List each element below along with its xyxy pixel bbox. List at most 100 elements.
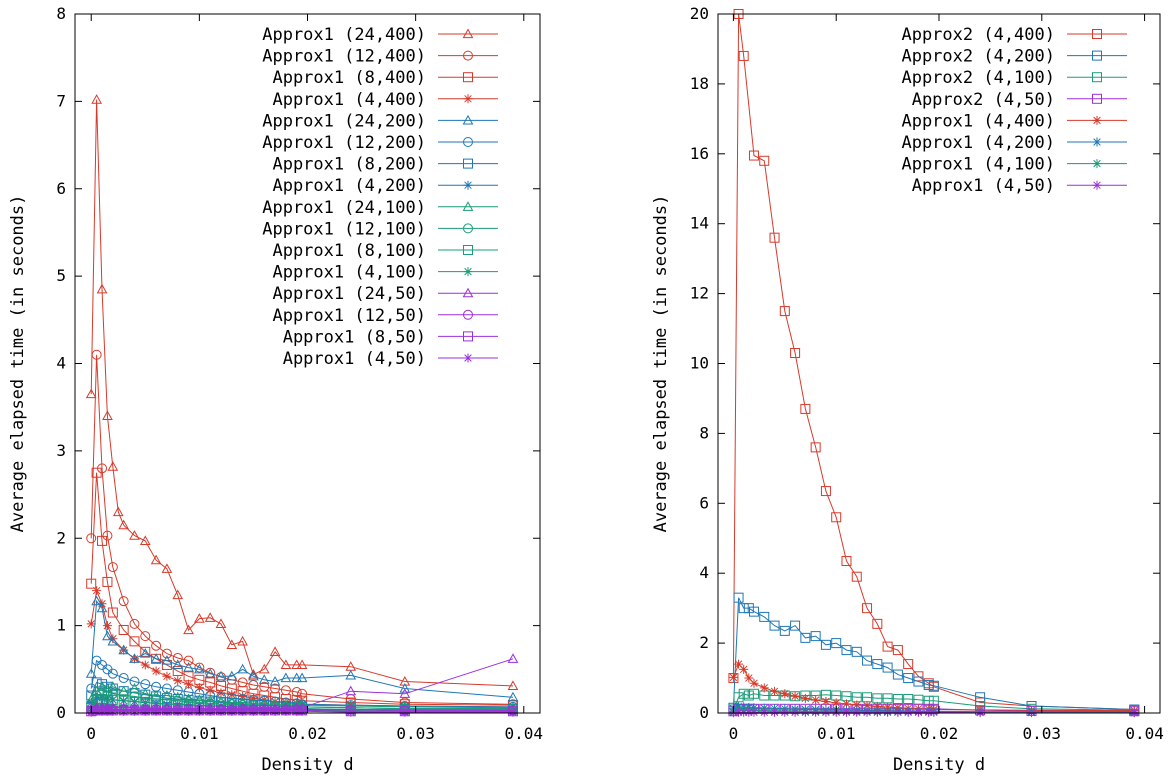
data-point — [744, 673, 754, 683]
data-point — [139, 688, 151, 698]
legend-label: Approx2 (4,100) — [901, 68, 1055, 88]
data-point — [820, 486, 831, 497]
data-point — [738, 50, 749, 61]
data-point — [129, 706, 139, 716]
data-point — [280, 659, 292, 670]
y-axis-label: Average elapsed time (in seconds) — [8, 195, 28, 533]
series-2 — [86, 467, 518, 711]
legend-item: Approx2 (4,50) — [912, 90, 1127, 110]
data-point — [296, 672, 308, 683]
data-point — [118, 644, 130, 655]
legend-marker — [1092, 180, 1102, 190]
series-group — [85, 94, 519, 717]
legend-item: Approx1 (8,50) — [283, 327, 498, 347]
data-point — [204, 612, 216, 622]
legend-label: Approx1 (24,200) — [262, 111, 426, 131]
legend-item: Approx1 (12,50) — [272, 306, 498, 326]
data-point — [800, 403, 811, 414]
data-point — [129, 653, 140, 663]
data-point — [91, 349, 102, 360]
data-point — [112, 506, 124, 517]
legend-marker — [1092, 137, 1102, 147]
data-point — [102, 621, 112, 631]
y-tick-label: 4 — [699, 563, 709, 582]
data-point — [345, 669, 357, 680]
data-point — [882, 662, 893, 673]
data-point — [107, 668, 118, 679]
legend-item: Approx1 (24,400) — [262, 25, 498, 45]
left-chart: 0 1 2 3 4 5 6 7 8 0 0.01 0.02 0.03 0.04 Density d Avera… — [8, 4, 543, 775]
data-point — [205, 690, 216, 701]
data-point — [913, 707, 923, 717]
data-point — [108, 706, 118, 716]
data-point — [810, 442, 821, 453]
data-point — [129, 636, 140, 647]
data-point — [226, 639, 238, 649]
data-point — [734, 659, 744, 669]
data-point — [107, 562, 118, 573]
data-point — [102, 630, 113, 641]
y-tick-label: 6 — [699, 493, 709, 512]
data-point — [237, 663, 248, 674]
legend-label: Approx1 (8,100) — [272, 241, 426, 261]
legend-item: Approx1 (4,400) — [272, 90, 498, 110]
legend-item: Approx1 (4,50) — [912, 176, 1127, 196]
legend-label: Approx1 (4,100) — [272, 263, 426, 283]
data-point — [759, 155, 770, 166]
data-point — [172, 666, 183, 677]
data-point — [91, 94, 102, 104]
data-point — [140, 660, 150, 670]
data-point — [258, 674, 270, 684]
data-point — [107, 681, 119, 691]
data-point — [810, 631, 821, 642]
data-point — [107, 607, 118, 618]
data-point — [97, 679, 108, 690]
data-point — [86, 698, 96, 708]
series-15 — [86, 706, 518, 717]
data-point — [129, 530, 140, 540]
data-point — [770, 707, 780, 717]
data-point — [118, 596, 129, 607]
series-line — [91, 709, 513, 712]
legend-item: Approx1 (4,200) — [272, 176, 498, 196]
legend-item: Approx1 (4,50) — [283, 349, 498, 369]
legend-label: Approx2 (4,200) — [901, 47, 1055, 67]
data-point — [399, 688, 411, 698]
data-point — [183, 687, 194, 698]
data-point — [292, 706, 302, 716]
data-point — [872, 707, 882, 717]
data-point — [107, 635, 119, 646]
data-point — [507, 653, 519, 663]
data-point — [780, 707, 790, 717]
data-point — [194, 662, 205, 673]
legend-label: Approx2 (4,50) — [912, 90, 1055, 110]
data-point — [281, 706, 291, 716]
data-point — [161, 655, 173, 665]
legend-item: Approx1 (12,400) — [262, 47, 498, 67]
series-line — [90, 354, 514, 705]
series-1 — [728, 592, 1140, 715]
legend-marker — [463, 72, 473, 83]
data-point — [872, 659, 883, 670]
data-point — [172, 652, 183, 663]
data-point — [790, 691, 800, 701]
data-point — [172, 659, 184, 670]
legend-marker — [463, 137, 473, 147]
data-point — [118, 519, 130, 530]
data-point — [172, 589, 184, 600]
data-point — [297, 688, 308, 699]
data-point — [151, 666, 161, 676]
series-0 — [728, 9, 1140, 715]
data-point — [215, 618, 227, 628]
legend-item: Approx1 (4,100) — [901, 155, 1127, 175]
data-point — [118, 690, 129, 701]
data-point — [183, 624, 194, 635]
data-point — [728, 672, 738, 682]
data-point — [173, 676, 183, 686]
data-point — [852, 707, 862, 717]
legend-item: Approx2 (4,200) — [901, 47, 1127, 67]
data-point — [92, 706, 102, 716]
data-point — [892, 645, 903, 656]
data-point — [269, 646, 281, 656]
series-0 — [85, 94, 519, 691]
